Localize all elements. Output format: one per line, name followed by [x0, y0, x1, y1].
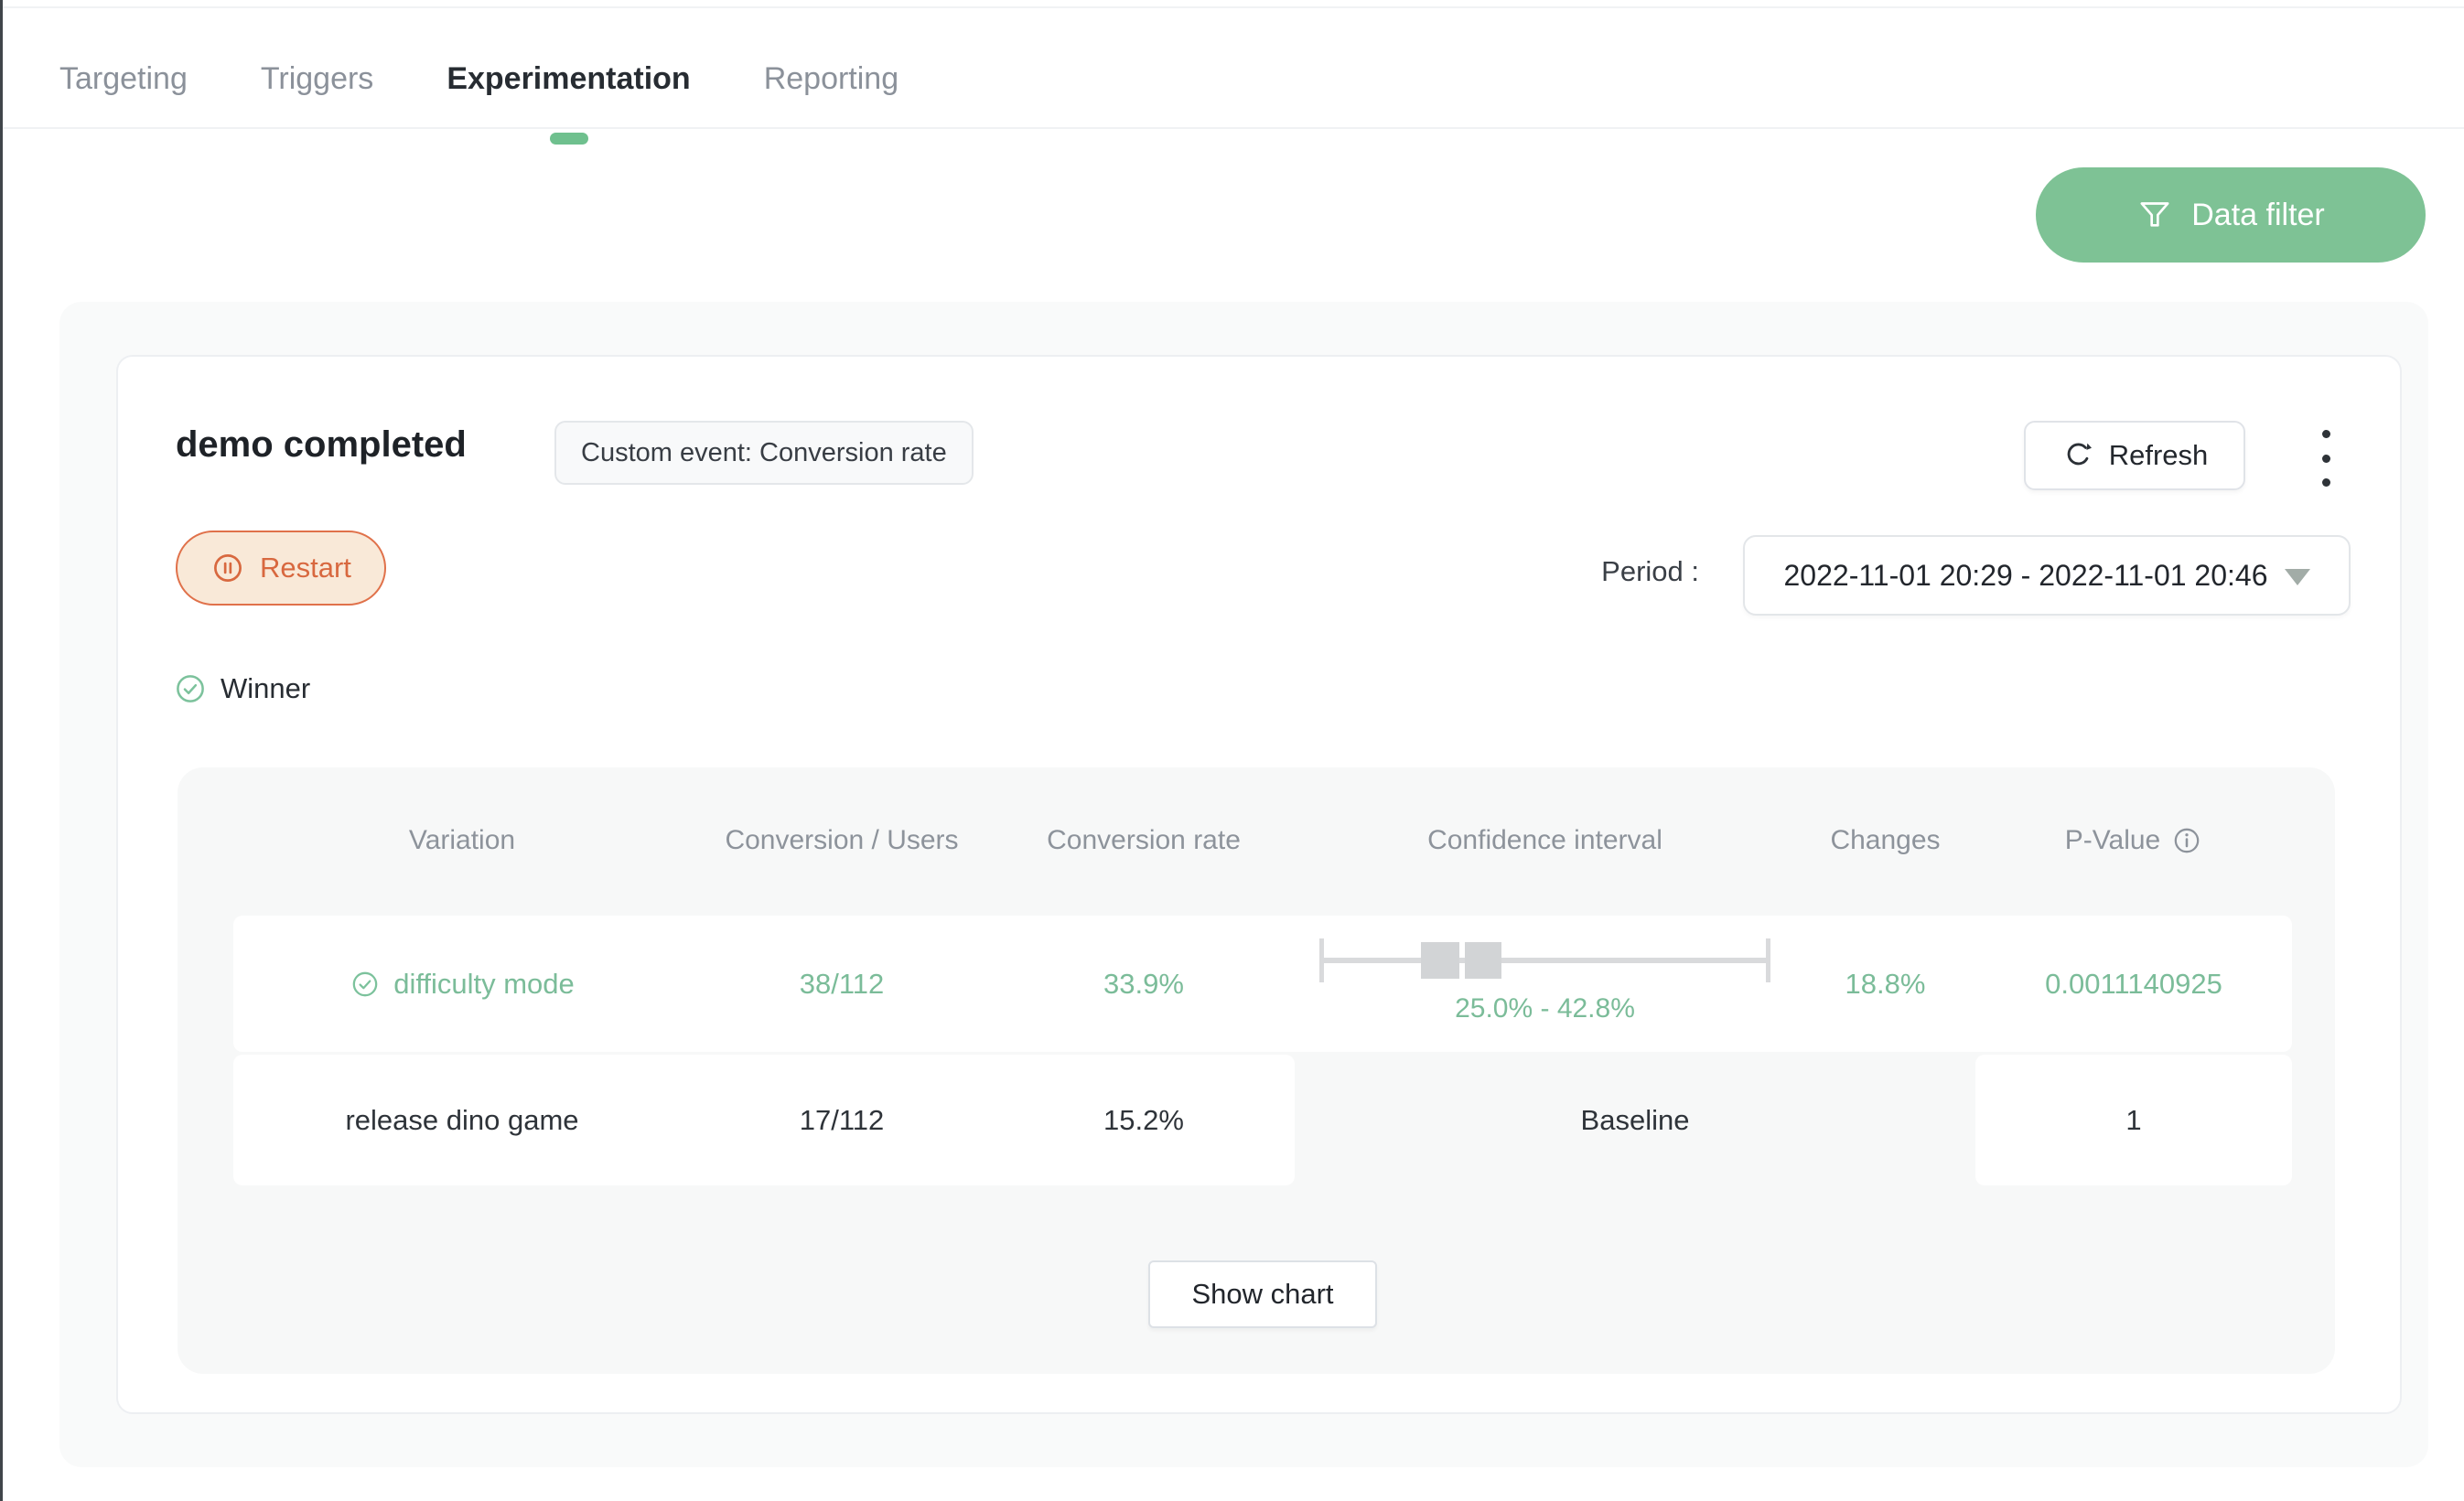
header-confidence-interval: Confidence interval	[1427, 825, 1662, 855]
winner-check-icon	[173, 671, 208, 706]
winner-legend: Winner	[173, 671, 310, 706]
restart-button[interactable]: Restart	[176, 531, 386, 606]
ci-range-label: 25.0% - 42.8%	[1455, 993, 1635, 1024]
pause-circle-icon	[210, 551, 245, 585]
ci-left-cap	[1319, 938, 1324, 982]
header-conversion-users: Conversion / Users	[725, 825, 959, 855]
tab-bar: Targeting Triggers Experimentation Repor…	[0, 0, 2464, 145]
period-select[interactable]: 2022-11-01 20:29 - 2022-11-01 20:46	[1743, 535, 2351, 616]
ci-box	[1465, 942, 1501, 979]
funnel-icon	[2136, 197, 2173, 233]
p-value-cell: 0.0011140925	[2045, 967, 2222, 1000]
refresh-label: Refresh	[2108, 439, 2209, 471]
info-icon[interactable]	[2171, 825, 2202, 856]
winner-check-icon	[350, 969, 381, 1000]
top-divider	[3, 6, 2464, 8]
confidence-interval-cell: 25.0% - 42.8%	[1295, 916, 1795, 1052]
chevron-down-icon	[2284, 569, 2310, 585]
conversion-rate-cell: 33.9%	[1103, 967, 1184, 1000]
custom-event-badge: Custom event: Conversion rate	[554, 421, 974, 485]
confidence-interval-bar	[1319, 938, 1770, 982]
table-row: release dino game 17/112 15.2% Baseline …	[233, 1055, 2292, 1185]
experiment-card: demo completed Custom event: Conversion …	[116, 355, 2402, 1414]
data-filter-button[interactable]: Data filter	[2036, 167, 2426, 263]
results-table: Variation Conversion / Users Conversion …	[178, 767, 2335, 1374]
ci-whisker-line	[1319, 958, 1770, 963]
period-label: Period :	[1601, 555, 1699, 587]
conversion-users-cell: 17/112	[799, 1103, 885, 1136]
show-chart-button[interactable]: Show chart	[1148, 1260, 1377, 1328]
refresh-icon	[2061, 439, 2094, 472]
kebab-dot	[2321, 430, 2330, 438]
more-options-button[interactable]	[2309, 430, 2342, 487]
variation-cell: difficulty mode	[233, 916, 691, 1052]
winner-label: Winner	[221, 672, 311, 704]
kebab-dot	[2321, 478, 2330, 487]
refresh-button[interactable]: Refresh	[2024, 421, 2245, 490]
period-value: 2022-11-01 20:29 - 2022-11-01 20:46	[1783, 558, 2268, 592]
experiment-title: demo completed	[176, 424, 467, 465]
conversion-users-cell: 38/112	[799, 967, 885, 1000]
experiment-panel: demo completed Custom event: Conversion …	[59, 302, 2428, 1467]
baseline-cell: Baseline	[1580, 1103, 1690, 1136]
ci-right-cap	[1766, 938, 1770, 982]
header-changes: Changes	[1830, 825, 1941, 855]
table-row: difficulty mode 38/112 33.9% 25.0% - 42.…	[233, 916, 2292, 1052]
conversion-rate-cell: 15.2%	[1103, 1103, 1184, 1136]
variation-name: difficulty mode	[393, 967, 575, 1000]
variation-cell: release dino game	[345, 1103, 579, 1136]
tab-experimentation[interactable]: Experimentation	[447, 61, 691, 145]
header-conversion-rate: Conversion rate	[1047, 825, 1241, 855]
data-filter-label: Data filter	[2191, 197, 2325, 232]
header-p-value-label: P-Value	[2064, 825, 2161, 855]
screen-left-border	[0, 0, 3, 1501]
tab-experimentation-label: Experimentation	[447, 61, 691, 96]
table-header-row: Variation Conversion / Users Conversion …	[233, 802, 2292, 879]
ci-box	[1421, 942, 1459, 979]
kebab-dot	[2321, 454, 2330, 463]
tab-triggers[interactable]: Triggers	[260, 61, 374, 96]
tab-reporting[interactable]: Reporting	[763, 61, 899, 96]
changes-cell: 18.8%	[1845, 967, 1926, 1000]
baseline-row-left: release dino game 17/112 15.2%	[233, 1055, 1295, 1185]
restart-label: Restart	[260, 552, 351, 584]
header-variation: Variation	[408, 825, 516, 855]
p-value-cell: 1	[1975, 1055, 2292, 1185]
header-p-value: P-Value	[1975, 825, 2292, 856]
active-tab-indicator	[549, 133, 588, 145]
tab-targeting[interactable]: Targeting	[59, 61, 188, 96]
